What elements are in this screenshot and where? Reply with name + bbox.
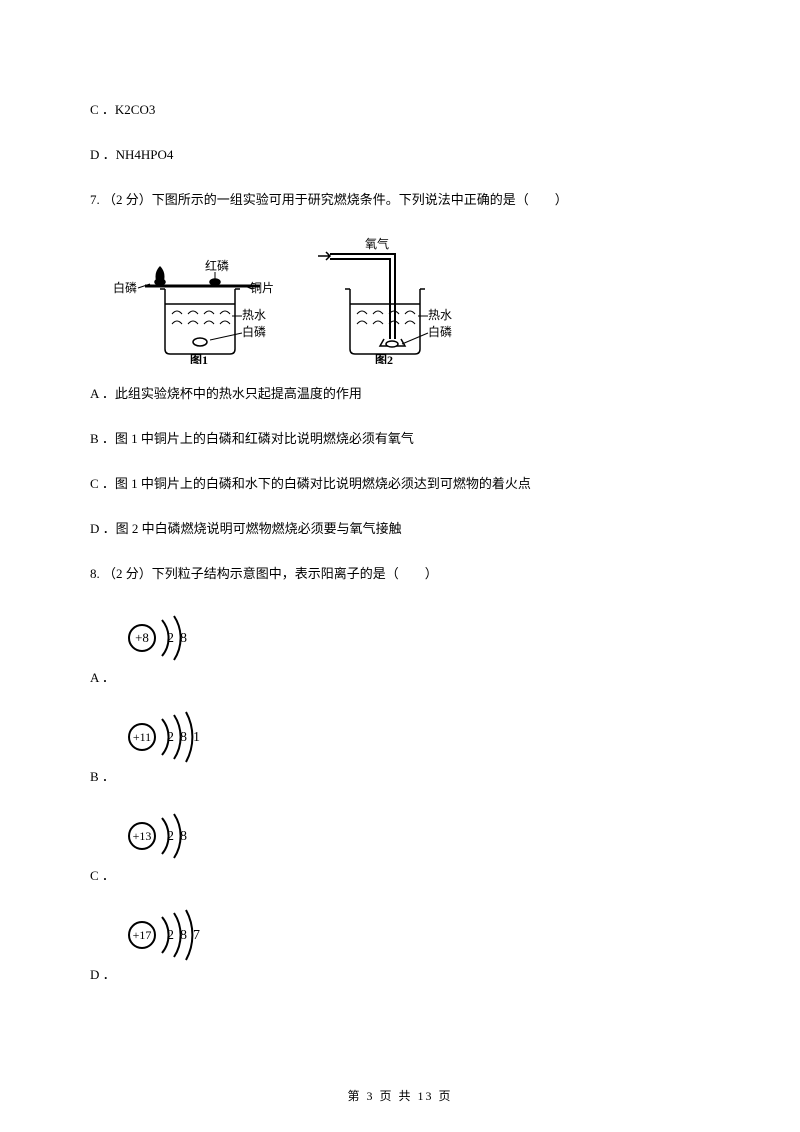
q6-option-c: C ．K2CO3 — [90, 100, 710, 121]
svg-text:2: 2 — [167, 928, 174, 943]
svg-text:8: 8 — [180, 730, 187, 745]
q7-stem: 7. （2 分）下图所示的一组实验可用于研究燃烧条件。下列说法中正确的是（ ） — [90, 190, 710, 211]
q8-atom-d: +17 2 8 7 — [120, 905, 250, 965]
svg-text:2: 2 — [167, 829, 174, 844]
q8-option-d-label: D ． — [90, 965, 710, 986]
q8-option-d-wrap: +17 2 8 7 D ． — [90, 905, 710, 986]
q7-option-c: C ．图 1 中铜片上的白磷和水下的白磷对比说明燃烧必须达到可燃物的着火点 — [90, 474, 710, 495]
q6-option-d: D ．NH4HPO4 — [90, 145, 710, 166]
svg-text:2: 2 — [167, 730, 174, 745]
svg-text:8: 8 — [180, 928, 187, 943]
q8-option-b-wrap: +11 2 8 1 B ． — [90, 707, 710, 788]
svg-text:1: 1 — [193, 730, 200, 745]
svg-text:8: 8 — [180, 631, 187, 646]
q8-atom-c: +13 2 8 — [120, 806, 240, 866]
page-footer: 第 3 页 共 13 页 — [0, 1087, 800, 1104]
svg-text:+13: +13 — [133, 829, 152, 843]
page-current: 3 — [366, 1089, 374, 1103]
q7-option-b: B ．图 1 中铜片上的白磷和红磷对比说明燃烧必须有氧气 — [90, 429, 710, 450]
svg-text:+17: +17 — [133, 928, 152, 942]
q8-option-c-label: C ． — [90, 866, 710, 887]
label-red-p: 红磷 — [205, 258, 229, 273]
label-hot-water2: 热水 — [428, 308, 452, 322]
label-oxygen: 氧气 — [365, 236, 389, 251]
svg-text:8: 8 — [180, 829, 187, 844]
q8-stem: 8. （2 分）下列粒子结构示意图中，表示阳离子的是（ ） — [90, 564, 710, 585]
svg-text:+11: +11 — [133, 730, 151, 744]
q8-option-a-label: A ． — [90, 668, 710, 689]
q7-diagrams: 白磷 红磷 铜片 热水 白磷 图1 — [110, 234, 710, 364]
page-total: 13 — [418, 1089, 434, 1103]
q7-option-a: A ．此组实验烧杯中的热水只起提高温度的作用 — [90, 384, 710, 405]
q7-option-d: D ．图 2 中白磷燃烧说明可燃物燃烧必须要与氧气接触 — [90, 519, 710, 540]
q7-diagram1: 白磷 红磷 铜片 热水 白磷 图1 — [110, 234, 280, 364]
q8-option-a-wrap: +8 2 8 A ． — [90, 608, 710, 689]
q8-option-b-label: B ． — [90, 767, 710, 788]
caption-fig2: 图2 — [375, 353, 393, 364]
label-hot-water1: 热水 — [242, 308, 266, 322]
svg-text:2: 2 — [167, 631, 174, 646]
label-white-p-in2: 白磷 — [428, 324, 452, 339]
svg-text:+8: +8 — [135, 630, 149, 645]
q8-atom-b: +11 2 8 1 — [120, 707, 250, 767]
caption-fig1: 图1 — [190, 353, 208, 364]
svg-text:7: 7 — [193, 928, 200, 943]
label-white-p-in1: 白磷 — [242, 324, 266, 339]
q8-option-c-wrap: +13 2 8 C ． — [90, 806, 710, 887]
q7-diagram2: 氧气 热水 白磷 图2 — [310, 234, 480, 364]
label-copper: 铜片 — [250, 280, 274, 295]
label-white-p-top: 白磷 — [113, 280, 137, 295]
q8-atom-a: +8 2 8 — [120, 608, 240, 668]
